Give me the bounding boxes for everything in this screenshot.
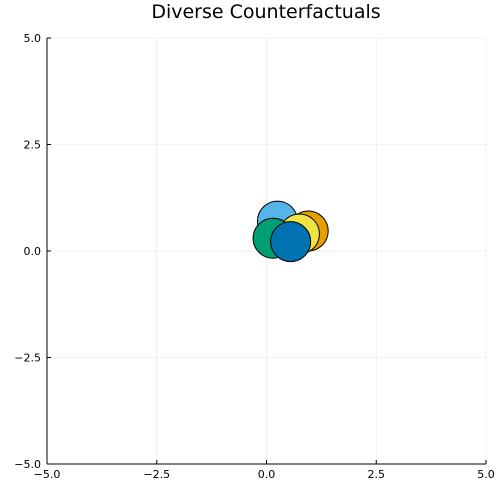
x-tick-label: −5.0 <box>34 468 61 481</box>
chart-title: Diverse Counterfactuals <box>151 1 380 23</box>
x-tick-label: 2.5 <box>368 468 386 481</box>
x-tick-label: 0.0 <box>258 468 276 481</box>
y-tick-label: 5.0 <box>24 32 42 45</box>
data-point-5 <box>270 221 312 263</box>
x-tick-label: 5.0 <box>477 468 495 481</box>
y-tick-label: −5.0 <box>14 458 41 471</box>
y-tick-label: 0.0 <box>24 245 42 258</box>
axes <box>46 37 487 465</box>
y-tick-label: −2.5 <box>14 352 41 365</box>
data-points <box>252 200 329 263</box>
tick-labels: −5.0 −2.5 0.0 2.5 5.0 −5.0 −2.5 0.0 2.5 5.0 <box>14 32 494 481</box>
y-tick-label: 2.5 <box>24 139 42 152</box>
x-tick-label: −2.5 <box>143 468 170 481</box>
